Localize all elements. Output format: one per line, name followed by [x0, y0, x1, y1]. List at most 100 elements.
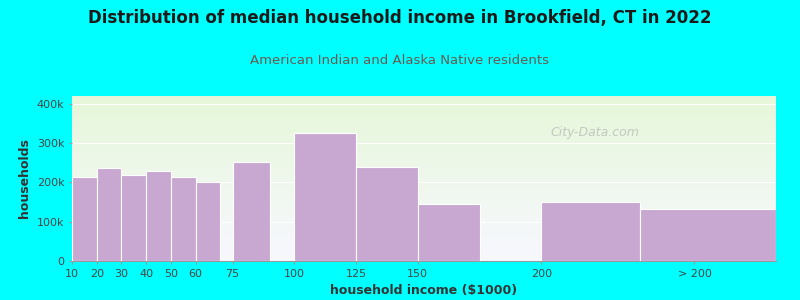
Bar [72, 157, 776, 159]
Bar [72, 225, 776, 226]
Bar [72, 106, 776, 107]
Bar [72, 155, 776, 157]
Bar [72, 215, 776, 216]
Bar [72, 192, 776, 193]
Bar [72, 195, 776, 197]
Bar [72, 182, 776, 183]
Bar [72, 250, 776, 251]
Bar [72, 132, 776, 134]
Bar [72, 126, 776, 127]
Bar [72, 170, 776, 172]
Bar [72, 246, 776, 248]
Text: Distribution of median household income in Brookfield, CT in 2022: Distribution of median household income … [88, 9, 712, 27]
Bar [72, 101, 776, 103]
X-axis label: household income ($1000): household income ($1000) [330, 284, 518, 297]
Bar [72, 205, 776, 206]
Bar [72, 107, 776, 109]
Bar [72, 226, 776, 228]
Bar [72, 241, 776, 243]
Bar [72, 136, 776, 137]
Bar [72, 231, 776, 233]
Bar [72, 188, 776, 190]
Bar [72, 160, 776, 162]
Bar [72, 178, 776, 180]
Bar [72, 190, 776, 192]
Bar [146, 171, 171, 261]
Bar [72, 165, 776, 167]
Bar [72, 172, 776, 173]
Bar [72, 159, 776, 160]
Bar [72, 218, 776, 220]
Bar [72, 144, 776, 146]
Bar [294, 133, 356, 261]
Bar [72, 220, 776, 221]
Bar [72, 253, 776, 254]
Bar [72, 169, 776, 170]
Bar [72, 238, 776, 239]
Bar [72, 228, 776, 230]
Bar [72, 152, 776, 154]
Bar [72, 164, 776, 165]
Bar [72, 177, 97, 261]
Bar [72, 146, 776, 147]
Bar [72, 130, 776, 132]
Bar [72, 203, 776, 205]
Bar [72, 177, 776, 178]
Bar [72, 239, 776, 241]
Bar [72, 216, 776, 218]
Bar [72, 109, 776, 111]
Bar [72, 243, 776, 244]
Bar [72, 202, 776, 203]
Bar [72, 124, 776, 126]
Bar [171, 176, 195, 261]
Bar [72, 248, 776, 250]
Bar [72, 244, 776, 246]
Bar [72, 256, 776, 258]
Bar [72, 187, 776, 188]
Y-axis label: households: households [18, 139, 31, 218]
Bar [72, 180, 776, 182]
Bar [640, 209, 776, 261]
Bar [72, 137, 776, 139]
Bar [72, 162, 776, 164]
Bar [72, 236, 776, 238]
Bar [72, 258, 776, 259]
Bar [72, 117, 776, 119]
Bar [195, 182, 220, 261]
Bar [72, 223, 776, 225]
Bar [72, 142, 776, 144]
Bar [72, 116, 776, 117]
Bar [356, 167, 418, 261]
Bar [72, 104, 776, 106]
Bar [72, 96, 776, 98]
Bar [72, 121, 776, 122]
Bar [72, 251, 776, 253]
Bar [72, 139, 776, 140]
Bar [233, 162, 270, 261]
Bar [418, 204, 479, 261]
Bar [72, 173, 776, 175]
Bar [72, 233, 776, 235]
Bar [72, 111, 776, 112]
Bar [72, 140, 776, 142]
Bar [72, 198, 776, 200]
Bar [72, 98, 776, 99]
Text: American Indian and Alaska Native residents: American Indian and Alaska Native reside… [250, 54, 550, 67]
Bar [72, 127, 776, 129]
Bar [72, 193, 776, 195]
Bar [72, 206, 776, 208]
Text: City-Data.com: City-Data.com [550, 126, 639, 139]
Bar [72, 112, 776, 114]
Bar [72, 103, 776, 104]
Bar [72, 149, 776, 151]
Bar [72, 167, 776, 169]
Bar [72, 175, 776, 177]
Bar [72, 200, 776, 202]
Bar [72, 119, 776, 121]
Bar [72, 259, 776, 261]
Bar [72, 99, 776, 101]
Bar [72, 208, 776, 210]
Bar [72, 254, 776, 256]
Bar [72, 183, 776, 185]
Bar [122, 176, 146, 261]
